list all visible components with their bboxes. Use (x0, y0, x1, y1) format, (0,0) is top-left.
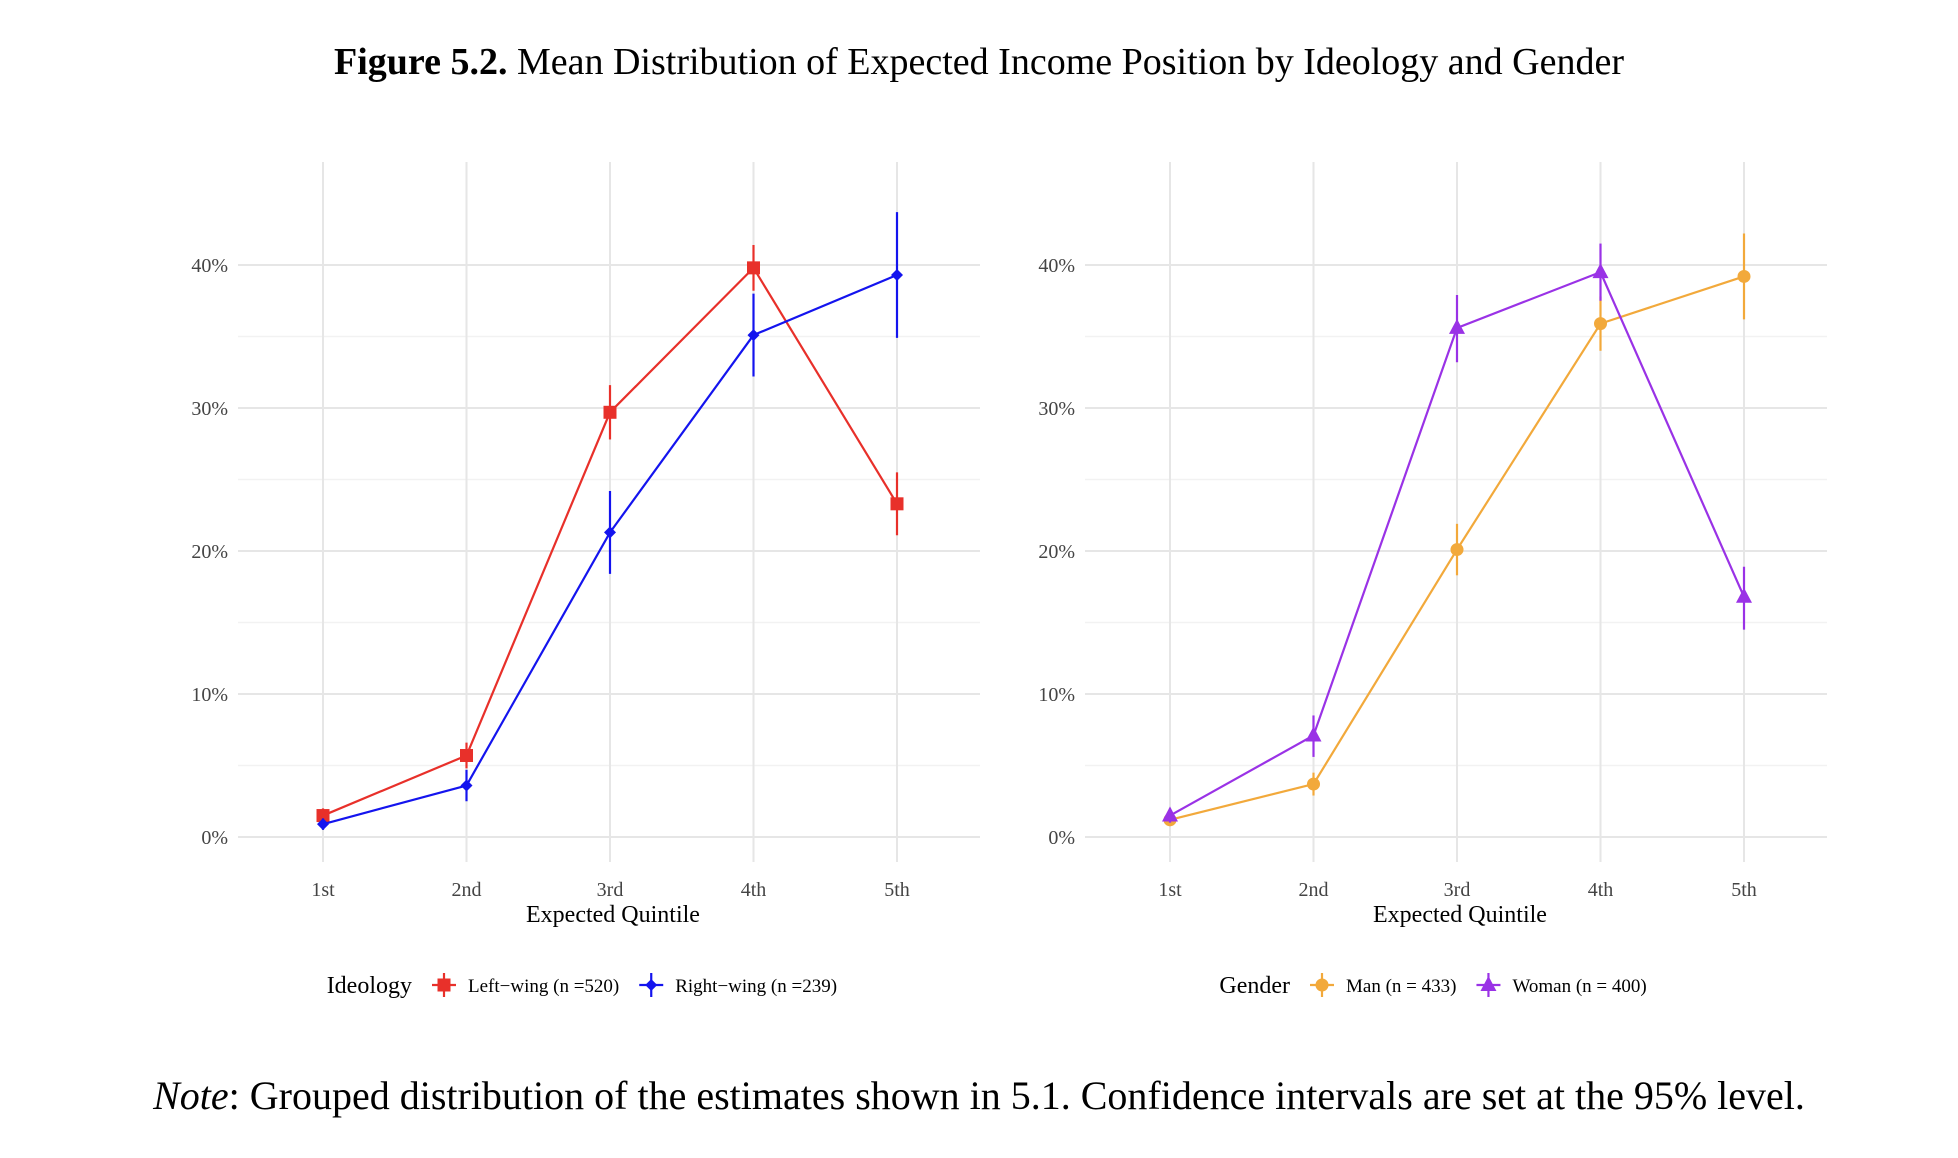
legend-label: Right−wing (n =239) (675, 976, 837, 997)
x-axis-title: Expected Quintile (526, 902, 700, 928)
legend-label: Woman (n = 400) (1512, 976, 1646, 997)
legend-label: Man (n = 433) (1346, 976, 1456, 997)
data-point (317, 818, 329, 831)
x-tick-label: 2nd (1299, 879, 1329, 901)
y-tick-label: 40% (191, 255, 228, 277)
y-tick-label: 0% (1048, 827, 1075, 849)
x-tick-label: 4th (741, 879, 767, 901)
data-point (747, 261, 760, 275)
x-tick-label: 4th (1588, 879, 1614, 901)
y-tick-label: 30% (191, 398, 228, 420)
legend-key-marker (645, 979, 658, 991)
figure-label: Figure 5.2. (334, 41, 508, 83)
x-tick-label: 3rd (597, 879, 624, 901)
legend-key-marker (1315, 978, 1329, 992)
data-point (890, 497, 904, 511)
legend-label: Left−wing (n =520) (468, 976, 619, 997)
legend: Ideology Left−wing (n =520) Right−wing (n … (327, 973, 837, 999)
data-point (1305, 726, 1322, 742)
legend-key-marker (1480, 976, 1497, 991)
y-tick-label: 20% (1038, 541, 1075, 563)
x-tick-label: 1st (1158, 879, 1182, 901)
data-point (891, 269, 903, 282)
data-point (604, 526, 616, 539)
figure-title: Figure 5.2. Mean Distribution of Expecte… (0, 40, 1958, 84)
x-tick-label: 5th (884, 879, 910, 901)
data-point (316, 809, 330, 823)
x-tick-label: 3rd (1444, 879, 1471, 901)
series-1 (316, 244, 904, 823)
y-tick-label: 40% (1038, 255, 1075, 277)
series-1 (1163, 233, 1751, 827)
data-point (1594, 317, 1607, 331)
data-point (1449, 318, 1465, 334)
series-2 (317, 212, 903, 831)
legend: Gender Man (n = 433) Woman (n = 400) (1219, 973, 1647, 999)
data-point (460, 779, 473, 792)
data-point (460, 748, 473, 762)
data-point (603, 405, 617, 419)
legend-title: Ideology (327, 973, 412, 999)
series-2 (1162, 243, 1752, 823)
x-axis-title: Expected Quintile (1373, 902, 1547, 928)
legend-key-marker (437, 978, 451, 992)
x-tick-label: 2nd (452, 879, 482, 901)
figure-title-text: Mean Distribution of Expected Income Pos… (516, 41, 1624, 83)
data-point (1736, 587, 1752, 603)
y-tick-label: 30% (1038, 398, 1075, 420)
data-point (1162, 806, 1178, 822)
data-point (1450, 543, 1464, 557)
note-label: Note (153, 1073, 229, 1118)
data-point (747, 329, 760, 342)
x-tick-label: 1st (311, 879, 335, 901)
chart-panel-2: 0% 10% 20% 30% 40% 1st 2nd 3rd 4th 5th Expected Qu… (1038, 162, 1827, 999)
y-tick-label: 10% (1038, 684, 1075, 706)
y-tick-label: 0% (201, 827, 228, 849)
note-text: : Grouped distribution of the estimates … (228, 1073, 1805, 1118)
data-point (1307, 777, 1320, 791)
legend-title: Gender (1219, 973, 1290, 999)
y-tick-label: 10% (191, 684, 228, 706)
chart-panel-1: 0% 10% 20% 30% 40% 1st 2nd 3rd 4th 5th Expected Qu… (191, 162, 980, 999)
data-point (1592, 263, 1609, 279)
figure-note: Note: Grouped distribution of the estima… (0, 1072, 1958, 1119)
data-point (1737, 269, 1751, 283)
x-tick-label: 5th (1731, 879, 1757, 901)
y-tick-label: 20% (191, 541, 228, 563)
